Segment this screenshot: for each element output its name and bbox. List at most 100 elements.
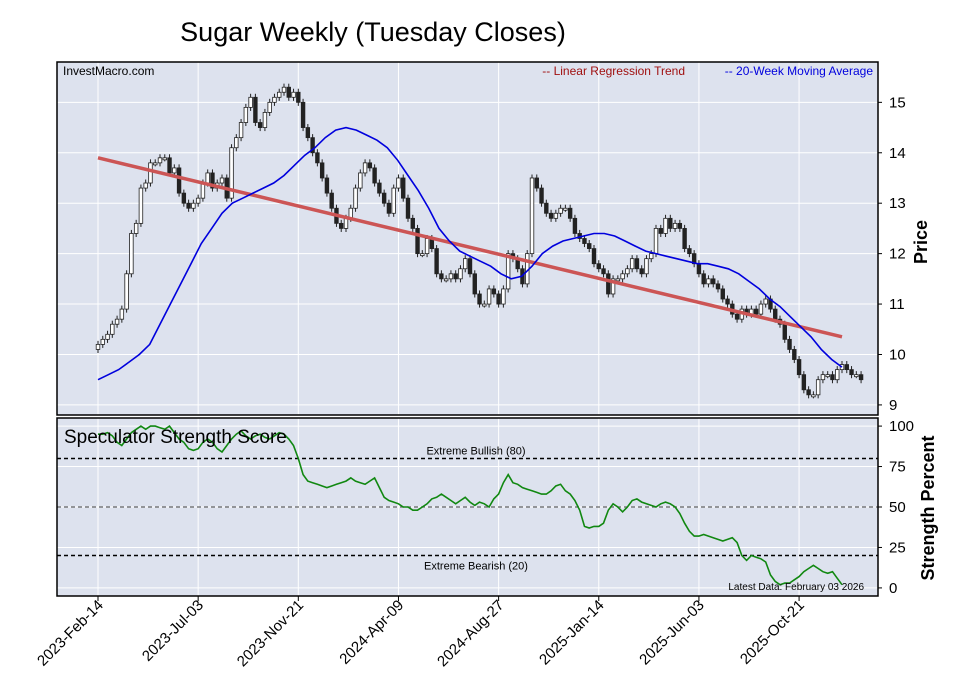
watermark: InvestMacro.com bbox=[63, 64, 154, 78]
candle bbox=[463, 255, 468, 273]
candle bbox=[567, 204, 573, 222]
candle-body bbox=[415, 228, 420, 255]
candle bbox=[138, 184, 144, 227]
candle-body bbox=[482, 303, 487, 307]
candle bbox=[606, 270, 611, 298]
candle-body bbox=[696, 263, 702, 275]
candle-body bbox=[505, 253, 511, 290]
candle bbox=[153, 159, 158, 167]
candle bbox=[587, 240, 592, 253]
candle-body bbox=[663, 217, 668, 234]
candle-body bbox=[658, 228, 663, 234]
candle-body bbox=[410, 217, 415, 229]
x-tick-label: 2024-Aug-27 bbox=[434, 597, 507, 670]
candle-body bbox=[811, 394, 816, 398]
candle-body bbox=[362, 162, 368, 174]
candle-body bbox=[835, 369, 840, 381]
candle bbox=[358, 169, 363, 192]
candle-body bbox=[467, 258, 473, 275]
extreme-bullish-label: Extreme Bullish (80) bbox=[426, 445, 525, 457]
candle bbox=[811, 391, 816, 399]
candle-body bbox=[610, 278, 616, 295]
price-tick-label: 10 bbox=[889, 346, 906, 363]
candle bbox=[238, 118, 244, 142]
candle-body bbox=[434, 248, 439, 275]
candle bbox=[167, 154, 172, 177]
candle bbox=[672, 219, 678, 232]
candle bbox=[315, 149, 320, 167]
candle bbox=[229, 144, 234, 202]
candle-body bbox=[858, 374, 864, 381]
candle bbox=[644, 255, 649, 278]
price-tick-label: 12 bbox=[889, 246, 906, 263]
candle bbox=[629, 255, 635, 273]
candle-body bbox=[582, 238, 587, 244]
candle bbox=[181, 189, 187, 207]
candle-body bbox=[114, 318, 120, 325]
candle-body bbox=[544, 202, 549, 214]
candle bbox=[176, 164, 182, 197]
candle-body bbox=[257, 122, 263, 128]
x-tick-label: 2025-Jun-03 bbox=[636, 597, 708, 669]
candle bbox=[668, 214, 673, 232]
candle bbox=[596, 260, 601, 273]
candle-body bbox=[501, 288, 506, 305]
score-tick-label: 75 bbox=[889, 459, 906, 476]
score-axis-label: Strength Percent bbox=[918, 435, 938, 580]
candle-body bbox=[534, 177, 539, 189]
candle bbox=[801, 371, 807, 394]
candle-body bbox=[453, 273, 458, 280]
candle-body bbox=[606, 273, 611, 295]
candle bbox=[296, 88, 301, 106]
candle bbox=[711, 275, 716, 288]
candle bbox=[486, 285, 492, 308]
legend-ma: -- 20-Week Moving Average bbox=[725, 64, 874, 78]
candle bbox=[553, 209, 559, 222]
candle-body bbox=[358, 172, 363, 189]
candle-body bbox=[491, 288, 497, 295]
candle bbox=[272, 93, 277, 106]
candle bbox=[448, 270, 454, 283]
candle-body bbox=[782, 323, 787, 340]
candle-body bbox=[806, 389, 811, 396]
candle bbox=[186, 199, 191, 212]
candle-body bbox=[625, 268, 630, 275]
candle-body bbox=[854, 374, 859, 378]
candle bbox=[477, 290, 482, 308]
candle bbox=[391, 184, 396, 217]
candle bbox=[501, 285, 506, 308]
candle bbox=[854, 371, 859, 379]
candle bbox=[191, 199, 196, 212]
candle-body bbox=[296, 91, 301, 103]
candle bbox=[858, 371, 864, 384]
candle-body bbox=[248, 96, 253, 108]
candle bbox=[124, 270, 129, 313]
candle-body bbox=[162, 157, 167, 161]
candle bbox=[234, 134, 239, 152]
candle-body bbox=[496, 293, 501, 305]
candle bbox=[281, 83, 287, 96]
candle-body bbox=[186, 202, 191, 209]
candle-body bbox=[205, 172, 210, 184]
candle bbox=[820, 371, 826, 384]
candle bbox=[95, 340, 101, 353]
candle-body bbox=[706, 278, 711, 285]
candle-body bbox=[172, 167, 177, 174]
candle-body bbox=[443, 278, 449, 282]
candle bbox=[677, 219, 683, 232]
candle-body bbox=[615, 278, 621, 282]
candle bbox=[715, 280, 721, 293]
candle-body bbox=[629, 258, 635, 270]
candle bbox=[324, 174, 330, 197]
candle-body bbox=[787, 338, 792, 350]
candle-body bbox=[319, 162, 325, 179]
candle-body bbox=[300, 101, 306, 128]
candle-body bbox=[234, 137, 239, 149]
candle bbox=[634, 255, 640, 273]
candle-body bbox=[381, 192, 387, 204]
candle bbox=[267, 98, 272, 116]
candle bbox=[396, 174, 401, 192]
candle-body bbox=[753, 308, 759, 315]
candle-body bbox=[424, 238, 430, 255]
